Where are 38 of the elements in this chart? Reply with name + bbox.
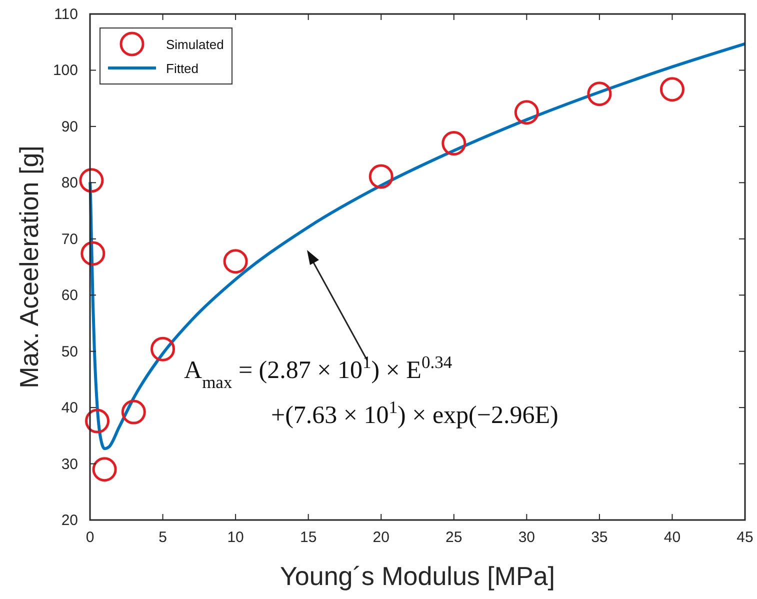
y-tick-label: 110	[54, 6, 78, 23]
y-tick-label: 80	[61, 174, 78, 192]
point	[660, 77, 684, 102]
x-tick-label: 45	[736, 529, 754, 546]
point	[92, 457, 117, 482]
y-tick-label: 60	[61, 287, 78, 304]
x-tick-label: 20	[372, 529, 390, 546]
y-axis-title: Max. Aceeleration [g]	[14, 146, 44, 388]
y-tick-label: 20	[61, 512, 78, 529]
annotation: +(7.63 × 10$^{1}$) × exp(−2.96E)	[271, 397, 558, 429]
x-tick-label: 10	[227, 529, 244, 546]
point	[85, 408, 110, 434]
point	[150, 336, 176, 362]
point	[514, 100, 539, 125]
y-tick-label: 40	[61, 400, 78, 417]
point	[368, 164, 394, 189]
x-axis-title: Young´s Modulus [MPa]	[280, 561, 556, 591]
y-tick-label: 30	[61, 456, 78, 473]
legend-label: Simulated	[166, 37, 224, 52]
legend-label: Fitted	[166, 61, 199, 76]
point	[223, 249, 248, 274]
x-tick-label: 35	[591, 529, 608, 546]
x-tick-label: 0	[86, 529, 94, 546]
x-tick-label: 15	[300, 529, 317, 546]
point	[121, 400, 146, 424]
point	[587, 82, 612, 106]
y-tick-label: 90	[61, 118, 78, 136]
x-tick-label: 5	[158, 529, 167, 546]
x-tick-label: 25	[446, 529, 462, 546]
x-tick-label: 40	[664, 529, 681, 546]
y-tick-label: 50	[61, 343, 78, 360]
point	[79, 168, 104, 193]
point	[80, 241, 106, 266]
y-tick-label: 100	[52, 62, 78, 80]
point	[442, 131, 466, 156]
x-tick-label: 30	[518, 529, 536, 546]
y-tick-label: 70	[61, 230, 78, 248]
annotation: A$_{max}$ = (2.87 × 10$^{1}$) × E$^{0.34}$	[184, 352, 452, 392]
